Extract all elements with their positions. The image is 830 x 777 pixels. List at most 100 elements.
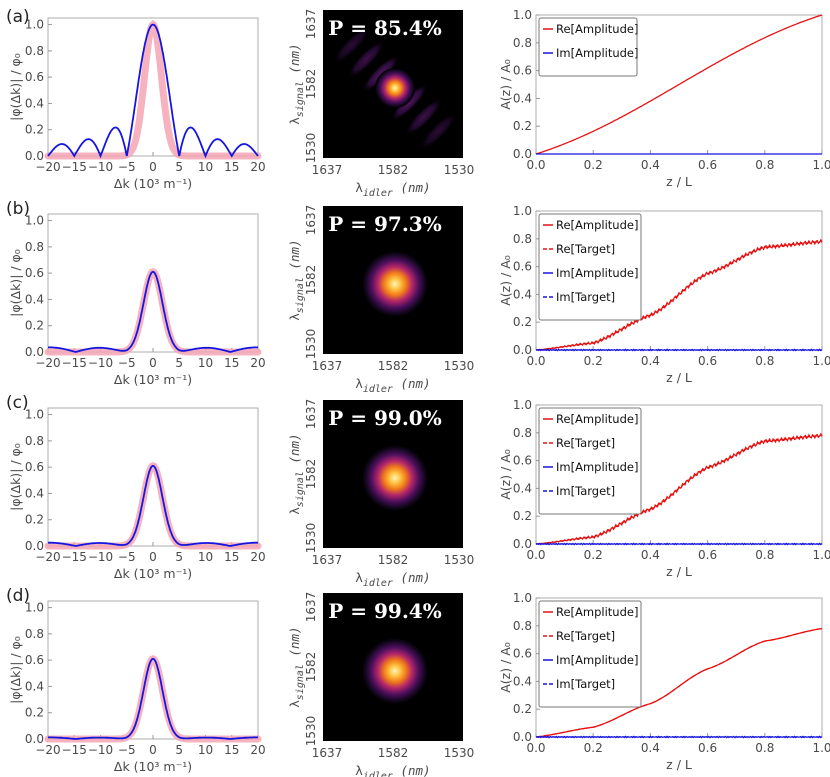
x-tick-label: 15 — [224, 356, 239, 370]
y-tick-label: 0.2 — [513, 509, 532, 523]
pmf-frame — [47, 407, 259, 547]
y-tick-label: 0.8 — [513, 232, 532, 246]
jsa-x-tick-label: 1530 — [444, 746, 475, 760]
amplitude-series — [535, 434, 823, 545]
x-tick-label: 0.0 — [526, 354, 545, 368]
jsa-x-label-sub: idler — [363, 578, 393, 589]
pmf-target-band — [44, 267, 262, 356]
jsa-x-tick-label: 1582 — [378, 746, 409, 760]
y-tick-label: 0.8 — [25, 240, 44, 254]
y-tick-label: 0.0 — [25, 539, 44, 553]
y-tick-label: 0.0 — [25, 732, 44, 746]
jsa-x-label: λidler (nm) — [355, 376, 430, 395]
pmf-chart: 0.0 0.2 0.4 0.6 0.8 1.0 −20 −15 −10 −5 0 5 10 15 20 Δk … — [6, 7, 266, 191]
jsa-y-label-sub: signal — [295, 81, 306, 117]
legend: Re[Amplitude] Re[Target] Im[Amplitude] Im[T… — [538, 213, 642, 321]
legend-label: Im[Amplitude] — [556, 653, 639, 667]
y-tick-label: 0.0 — [25, 345, 44, 359]
amplitude-x-label: z / L — [666, 757, 692, 772]
jsa-x-label-main: λ — [355, 376, 363, 391]
x-tick-label: −10 — [88, 160, 113, 174]
jsa-x-label-sub: idler — [363, 188, 393, 199]
y-tick-label: 1.0 — [25, 601, 44, 615]
purity-label: P = 85.4% — [328, 16, 441, 40]
amplitude-x-label: z / L — [666, 564, 692, 579]
y-tick-label: 1.0 — [513, 398, 532, 412]
panel-row-0: 0.0 0.2 0.4 0.6 0.8 1.0 −20 −15 −10 −5 0 5 10 15 20 Δk … — [6, 7, 830, 199]
x-tick-label: 15 — [224, 550, 239, 564]
jsa-y-label: λsignal (nm) — [287, 239, 306, 320]
legend-label: Re[Target] — [556, 242, 615, 256]
x-tick-label: 1.0 — [812, 741, 830, 755]
y-tick-label: 0.4 — [25, 96, 44, 110]
jsa-heatmap: P = 85.4%1637 1582 1530163715821530λidler … — [287, 9, 474, 199]
panel-label: (a) — [6, 7, 30, 27]
y-tick-label: 0.8 — [513, 426, 532, 440]
x-tick-label: 0 — [149, 743, 157, 757]
y-tick-label: 0.6 — [513, 647, 532, 661]
jsa-y-label-main: λ — [287, 507, 302, 515]
legend-label: Im[Target] — [556, 290, 615, 304]
x-tick-label: −15 — [62, 743, 87, 757]
pmf-x-label: Δk (10³ m⁻¹) — [114, 176, 192, 191]
x-tick-label: −5 — [118, 743, 136, 757]
jsa-lobe — [347, 40, 386, 79]
amplitude-x-label: z / L — [666, 370, 692, 385]
y-tick-label: 1.0 — [25, 214, 44, 228]
y-tick-label: 0.4 — [25, 292, 44, 306]
x-tick-label: 1.0 — [812, 158, 830, 172]
amplitude-series — [535, 542, 823, 546]
panel-label: (b) — [6, 199, 30, 219]
amplitude-chart: 0.0 0.2 0.4 0.6 0.8 1.0 0.0 0.2 0.4 0.6 0.8 1.0 Re[A… — [498, 204, 830, 385]
y-tick-label: 0.8 — [513, 36, 532, 50]
x-tick-label: −15 — [62, 356, 87, 370]
panel-row-1: 0.0 0.2 0.4 0.6 0.8 1.0 −20 −15 −10 −5 0 5 10 15 20 Δk … — [6, 199, 830, 395]
y-tick-label: 0.4 — [513, 674, 532, 688]
y-tick-label: 1.0 — [513, 591, 532, 605]
x-tick-label: −20 — [35, 743, 60, 757]
y-tick-label: 0.6 — [25, 460, 44, 474]
x-tick-label: 10 — [198, 356, 213, 370]
x-tick-label: 20 — [250, 356, 265, 370]
legend-label: Re[Target] — [556, 629, 615, 643]
x-tick-label: 15 — [224, 743, 239, 757]
pmf-target-band — [44, 19, 262, 160]
x-tick-label: 0.6 — [698, 548, 717, 562]
y-tick-label: 0.8 — [25, 44, 44, 58]
jsa-lobe — [390, 83, 429, 122]
jsa-y-tick-label: 1582 — [304, 459, 318, 490]
x-tick-label: 5 — [175, 550, 183, 564]
y-tick-label: 0.2 — [25, 123, 44, 137]
x-tick-label: 0.2 — [584, 548, 603, 562]
pmf-y-label: |φ(Δk)| / φ₀ — [8, 443, 23, 511]
jsa-lobe — [361, 54, 400, 93]
panel-label: (c) — [6, 393, 29, 413]
jsa-y-label-unit: (nm) — [287, 239, 302, 277]
x-tick-label: 1.0 — [812, 354, 830, 368]
jsa-y-tick-label: 1582 — [304, 69, 318, 100]
legend-label: Im[Amplitude] — [556, 46, 639, 60]
jsa-x-tick-label: 1637 — [312, 359, 343, 373]
legend-label: Im[Target] — [556, 677, 615, 691]
y-tick-label: 0.6 — [25, 266, 44, 280]
x-tick-label: −20 — [35, 160, 60, 174]
purity-label: P = 99.0% — [328, 406, 441, 430]
jsa-y-tick-label: 1582 — [304, 652, 318, 683]
jsa-x-label-unit: (nm) — [393, 763, 431, 777]
jsa-heatmap: P = 99.0%1637 1582 1530163715821530λidler … — [287, 399, 474, 589]
jsa-y-tick-label: 1530 — [304, 523, 318, 554]
pmf-curve — [48, 270, 258, 353]
jsa-side-lobes — [332, 25, 458, 151]
jsa-y-label-main: λ — [287, 700, 302, 708]
y-tick-label: 0.2 — [25, 319, 44, 333]
x-tick-label: −5 — [118, 356, 136, 370]
amplitude-chart: 0.0 0.2 0.4 0.6 0.8 1.0 0.0 0.2 0.4 0.6 0.8 1.0 Re[A… — [498, 591, 830, 772]
x-tick-label: −10 — [88, 743, 113, 757]
y-tick-label: 0.0 — [513, 537, 532, 551]
x-tick-label: −10 — [88, 550, 113, 564]
x-tick-label: −5 — [118, 550, 136, 564]
y-tick-label: 0.6 — [513, 260, 532, 274]
amplitude-series — [535, 240, 823, 351]
pmf-target-band — [44, 461, 262, 550]
